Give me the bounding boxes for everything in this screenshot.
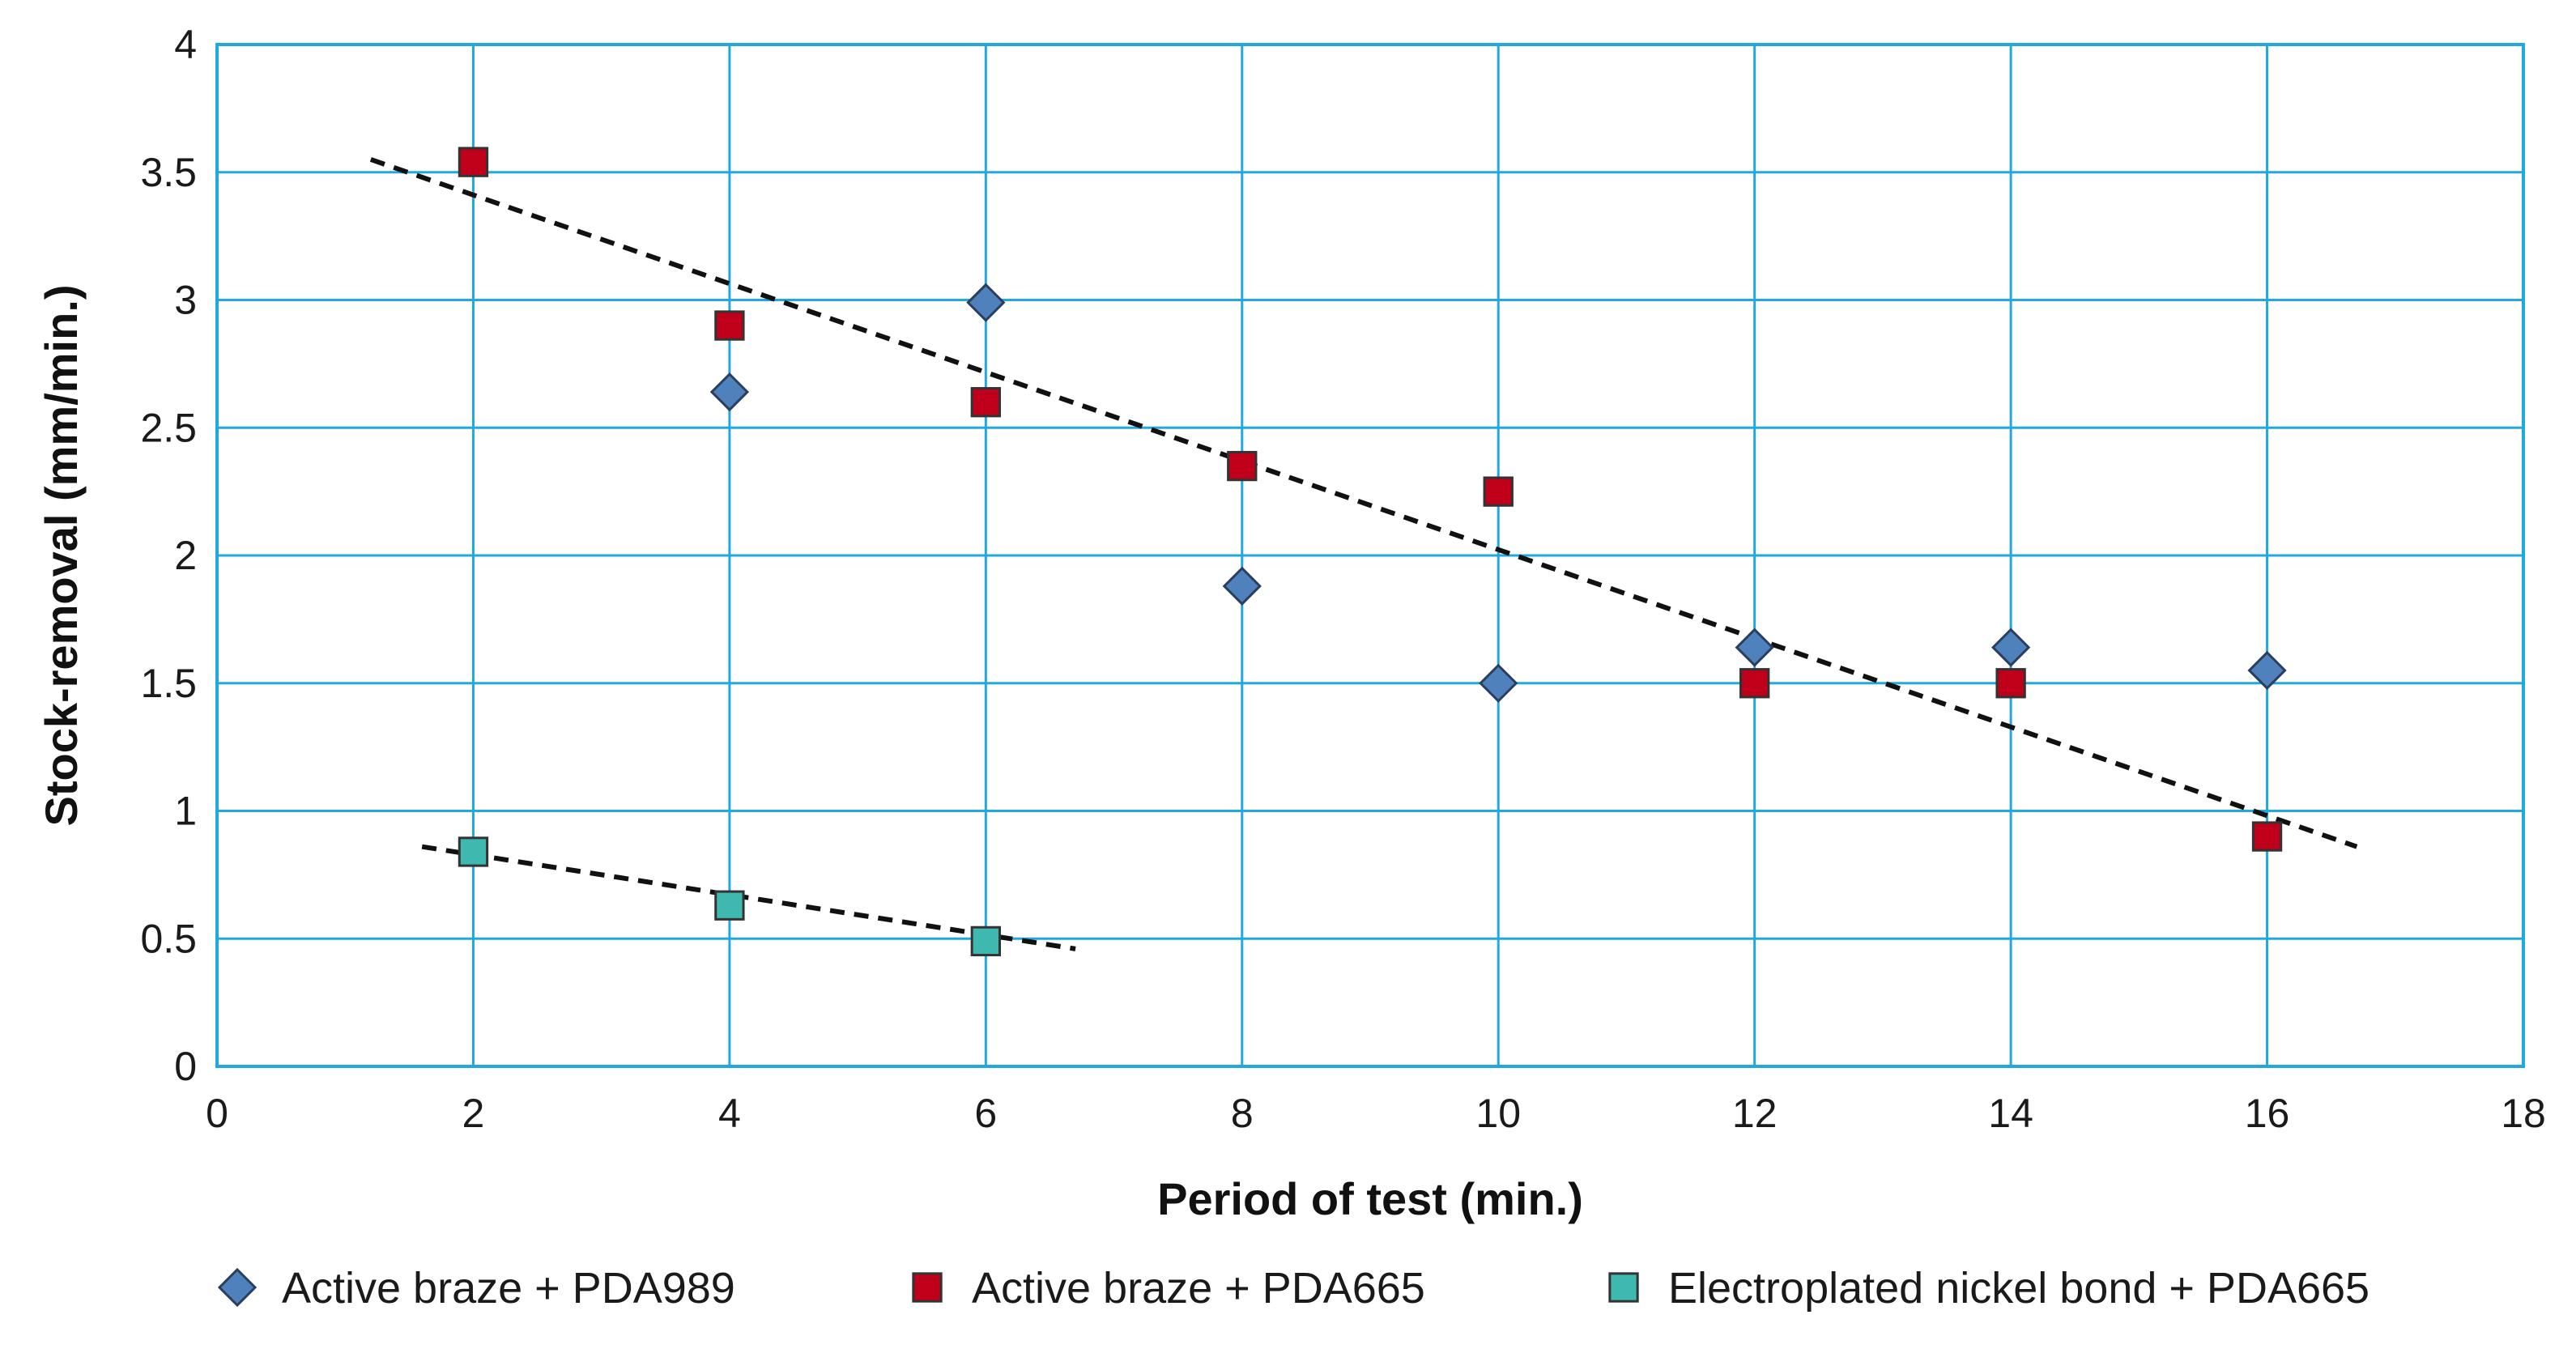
y-tick-label: 4: [174, 22, 197, 67]
tick-labels: 0 2 4 6 8 10 12 14 16 18 0 0.5 1 1.5 2 2.5 3 3.5 4: [140, 22, 2545, 1136]
x-tick-label: 10: [1475, 1091, 1521, 1136]
x-tick-label: 16: [2245, 1091, 2290, 1136]
data-point-series-1: [1222, 566, 1262, 606]
data-point-series-2: [970, 387, 1001, 418]
data-point-series-1: [1735, 628, 1774, 667]
legend-label: Active braze + PDA989: [282, 1264, 735, 1313]
data-point-series-2: [458, 147, 489, 177]
legend-label: Active braze + PDA665: [972, 1264, 1425, 1313]
legend-marker-series-1: [217, 1267, 258, 1308]
data-point-series-2: [2251, 821, 2283, 852]
legend-item: Electroplated nickel bond + PDA665: [1608, 1264, 2369, 1313]
y-tick-label: 2.5: [140, 405, 197, 450]
x-tick-label: 8: [1231, 1091, 1254, 1136]
data-point-series-2: [1227, 450, 1258, 482]
x-tick-label: 6: [974, 1091, 997, 1136]
x-tick-label: 2: [462, 1091, 485, 1136]
x-tick-label: 12: [1732, 1091, 1778, 1136]
data-point-series-1: [709, 372, 750, 412]
trend-active-braze-line: [369, 157, 2358, 849]
data-points: [458, 147, 2287, 957]
x-tick-label: 4: [718, 1091, 741, 1136]
y-tick-label: 2: [174, 533, 197, 578]
data-point-series-1: [2247, 650, 2287, 691]
plot-area-frame: [215, 43, 2525, 1068]
legend-item: Active braze + PDA989: [217, 1264, 735, 1313]
y-tick-label: 3.5: [140, 150, 197, 195]
y-tick-label: 0: [174, 1044, 197, 1089]
data-point-series-2: [1739, 668, 1770, 699]
grid: [215, 43, 2525, 1068]
data-point-series-2: [714, 310, 745, 341]
data-point-series-3: [970, 925, 1001, 957]
y-tick-label: 1: [174, 789, 197, 834]
data-point-series-2: [1995, 668, 2026, 699]
legend-label: Electroplated nickel bond + PDA665: [1668, 1264, 2369, 1313]
data-point-series-3: [714, 890, 745, 921]
legend-marker-series-3: [1608, 1272, 1639, 1303]
trend-electroplated-line: [421, 844, 1076, 951]
y-axis-title: Stock-removal (mm/min.): [36, 284, 87, 826]
data-point-series-1: [1479, 663, 1518, 703]
x-axis-title: Period of test (min.): [1157, 1173, 1583, 1224]
data-point-series-3: [458, 836, 489, 867]
data-point-series-2: [1483, 476, 1514, 507]
x-tick-label: 18: [2501, 1091, 2546, 1136]
y-tick-label: 1.5: [140, 661, 197, 706]
y-tick-label: 3: [174, 278, 197, 323]
x-tick-label: 14: [1988, 1091, 2033, 1136]
legend: Active braze + PDA989 Active braze + PDA6…: [217, 1264, 2369, 1313]
legend-item: Active braze + PDA665: [912, 1264, 1425, 1313]
legend-marker-series-2: [912, 1272, 943, 1303]
data-point-series-1: [966, 283, 1006, 322]
data-point-series-1: [1991, 628, 2031, 667]
trendlines: [369, 157, 2358, 951]
x-tick-label: 0: [206, 1091, 228, 1136]
y-tick-label: 0.5: [140, 916, 197, 961]
